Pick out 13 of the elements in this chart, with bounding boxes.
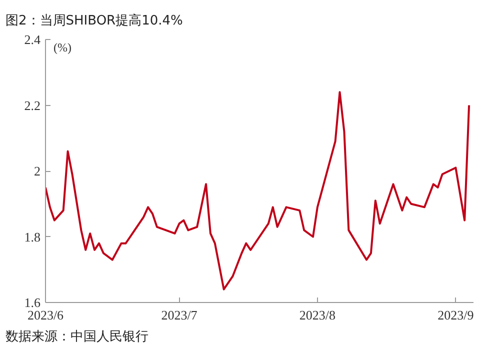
x-tick-label: 2023/8 xyxy=(299,308,336,322)
y-tick-label: 2 xyxy=(34,164,40,178)
x-tick-label: 2023/9 xyxy=(438,308,474,322)
chart-title: 图2：当周SHIBOR提高10.4% xyxy=(6,12,183,28)
source-note: 数据来源：中国人民银行 xyxy=(6,330,148,344)
y-tick-label: 2.2 xyxy=(24,98,40,113)
y-axis-title: (%) xyxy=(54,40,72,54)
x-tick-label: 2023/7 xyxy=(161,308,198,322)
x-tick-label: 2023/6 xyxy=(27,308,64,322)
line-series xyxy=(46,91,470,290)
y-tick-label: 2.4 xyxy=(24,32,41,47)
y-tick-label: 1.8 xyxy=(24,229,40,244)
y-tick-label: 1.6 xyxy=(24,295,41,310)
